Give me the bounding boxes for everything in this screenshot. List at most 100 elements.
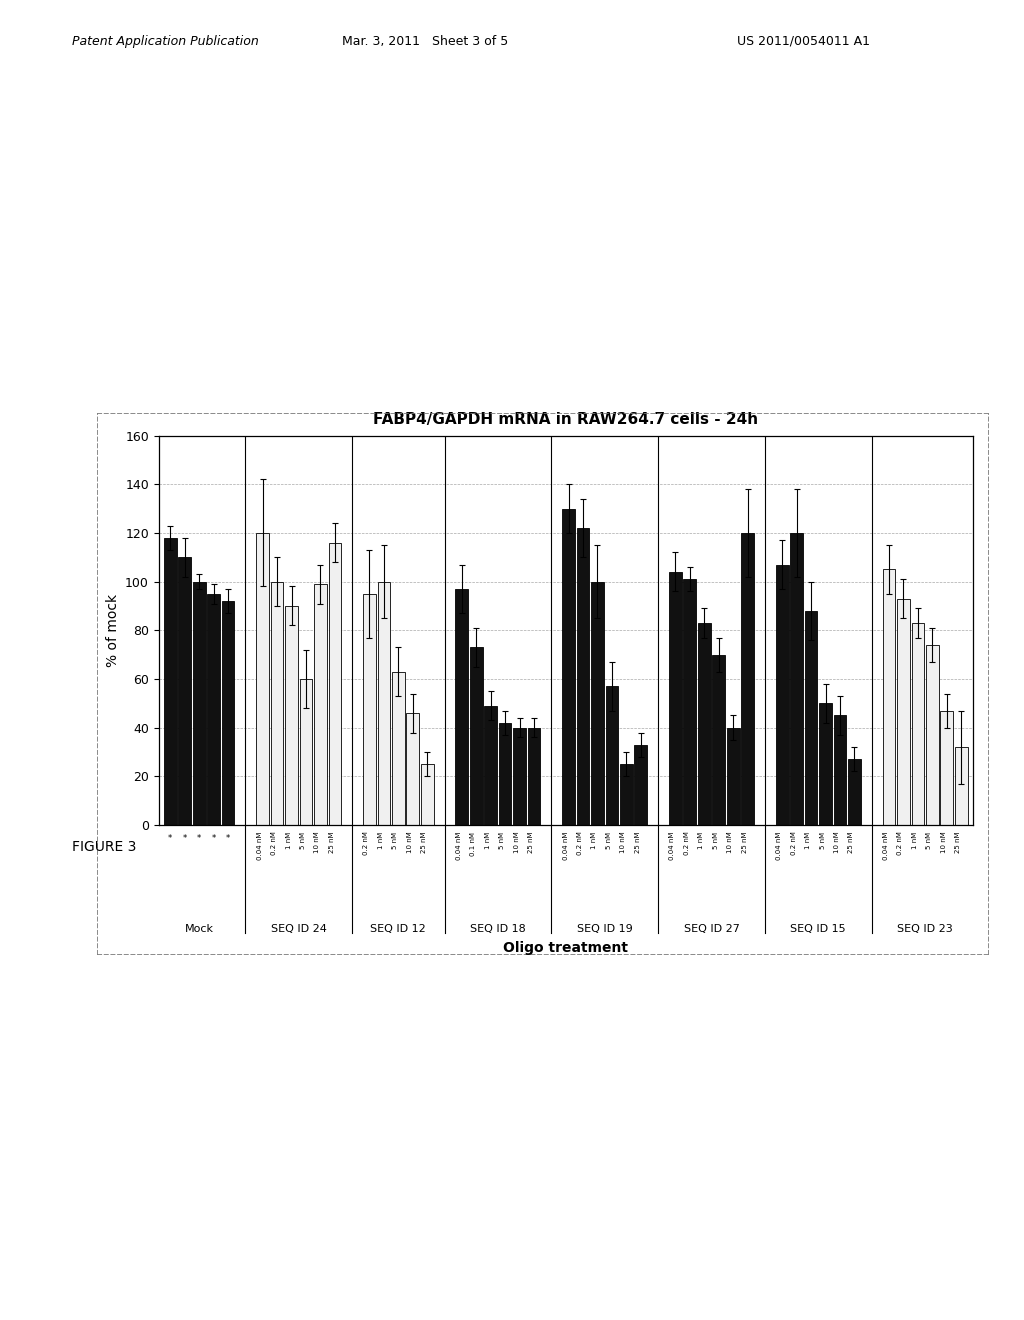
Text: 1 nM: 1 nM	[592, 832, 597, 849]
Bar	[954, 747, 968, 825]
Text: 25 nM: 25 nM	[849, 832, 854, 853]
Text: 10 nM: 10 nM	[727, 832, 733, 853]
Text: SEQ ID 27: SEQ ID 27	[684, 924, 739, 935]
Text: 5 nM: 5 nM	[499, 832, 505, 849]
Bar	[421, 764, 433, 825]
Bar	[300, 678, 312, 825]
Bar	[256, 533, 269, 825]
Text: 5 nM: 5 nM	[713, 832, 719, 849]
Bar	[270, 582, 284, 825]
Bar	[819, 704, 831, 825]
Text: *: *	[168, 834, 172, 843]
Text: SEQ ID 18: SEQ ID 18	[470, 924, 525, 935]
Text: 25 nM: 25 nM	[329, 832, 335, 853]
Bar	[470, 647, 482, 825]
Bar	[698, 623, 711, 825]
Bar	[741, 533, 754, 825]
Text: 0.2 nM: 0.2 nM	[271, 832, 278, 855]
Text: SEQ ID 12: SEQ ID 12	[371, 924, 426, 935]
Bar	[776, 565, 788, 825]
Text: 5 nM: 5 nM	[927, 832, 932, 849]
Text: 10 nM: 10 nM	[314, 832, 321, 853]
Text: 25 nM: 25 nM	[955, 832, 962, 853]
Bar	[527, 727, 541, 825]
Text: 10 nM: 10 nM	[514, 832, 519, 853]
Text: SEQ ID 24: SEQ ID 24	[270, 924, 327, 935]
Text: Oligo treatment: Oligo treatment	[503, 941, 629, 956]
Bar	[591, 582, 604, 825]
Bar	[407, 713, 419, 825]
Bar	[222, 601, 234, 825]
Text: SEQ ID 19: SEQ ID 19	[577, 924, 633, 935]
Y-axis label: % of mock: % of mock	[105, 594, 120, 667]
Text: *: *	[212, 834, 216, 843]
Bar	[926, 645, 939, 825]
Text: *: *	[226, 834, 230, 843]
Text: 1 nM: 1 nM	[805, 832, 811, 849]
Bar	[713, 655, 725, 825]
Text: 1 nM: 1 nM	[286, 832, 292, 849]
Bar	[499, 723, 512, 825]
Bar	[207, 594, 220, 825]
Text: 0.2 nM: 0.2 nM	[364, 832, 370, 855]
Bar	[940, 710, 953, 825]
Text: US 2011/0054011 A1: US 2011/0054011 A1	[737, 34, 870, 48]
Text: 5 nM: 5 nM	[300, 832, 306, 849]
Text: 25 nM: 25 nM	[528, 832, 535, 853]
Text: *: *	[182, 834, 186, 843]
Bar	[378, 582, 390, 825]
Bar	[911, 623, 925, 825]
Text: 25 nM: 25 nM	[635, 832, 641, 853]
Text: 1 nM: 1 nM	[698, 832, 705, 849]
Text: 0.04 nM: 0.04 nM	[776, 832, 782, 859]
Text: 0.04 nM: 0.04 nM	[257, 832, 262, 859]
Bar	[620, 764, 633, 825]
Text: SEQ ID 23: SEQ ID 23	[897, 924, 953, 935]
Text: 10 nM: 10 nM	[621, 832, 627, 853]
Bar	[727, 727, 739, 825]
Bar	[285, 606, 298, 825]
Bar	[883, 569, 895, 825]
Text: 1 nM: 1 nM	[912, 832, 918, 849]
Bar	[605, 686, 618, 825]
Text: FIGURE 3: FIGURE 3	[72, 841, 136, 854]
Bar	[577, 528, 590, 825]
Bar	[562, 508, 574, 825]
Bar	[791, 533, 803, 825]
Text: Patent Application Publication: Patent Application Publication	[72, 34, 258, 48]
Bar	[834, 715, 847, 825]
Text: 0.1 nM: 0.1 nM	[470, 832, 476, 855]
Text: 0.2 nM: 0.2 nM	[684, 832, 690, 855]
Text: 0.2 nM: 0.2 nM	[791, 832, 797, 855]
Bar	[364, 594, 376, 825]
Text: 0.04 nM: 0.04 nM	[883, 832, 889, 859]
Text: 10 nM: 10 nM	[834, 832, 840, 853]
Bar	[178, 557, 191, 825]
Bar	[329, 543, 341, 825]
Text: 10 nM: 10 nM	[941, 832, 947, 853]
Bar	[805, 611, 817, 825]
Bar	[392, 672, 404, 825]
Text: 0.04 nM: 0.04 nM	[456, 832, 462, 859]
Text: 5 nM: 5 nM	[819, 832, 825, 849]
Text: Mar. 3, 2011   Sheet 3 of 5: Mar. 3, 2011 Sheet 3 of 5	[342, 34, 508, 48]
Title: FABP4/GAPDH mRNA in RAW264.7 cells - 24h: FABP4/GAPDH mRNA in RAW264.7 cells - 24h	[373, 412, 759, 428]
Text: 0.2 nM: 0.2 nM	[897, 832, 903, 855]
Text: 0.2 nM: 0.2 nM	[578, 832, 583, 855]
Bar	[193, 582, 206, 825]
Text: 5 nM: 5 nM	[392, 832, 398, 849]
Text: SEQ ID 15: SEQ ID 15	[791, 924, 846, 935]
Text: *: *	[197, 834, 202, 843]
Text: 0.04 nM: 0.04 nM	[562, 832, 568, 859]
Text: 1 nM: 1 nM	[378, 832, 384, 849]
Bar	[683, 579, 696, 825]
Text: 0.04 nM: 0.04 nM	[670, 832, 676, 859]
Text: 1 nM: 1 nM	[484, 832, 490, 849]
Text: 25 nM: 25 nM	[421, 832, 427, 853]
Bar	[314, 583, 327, 825]
Text: Mock: Mock	[184, 924, 214, 935]
Bar	[669, 572, 682, 825]
Text: 5 nM: 5 nM	[606, 832, 612, 849]
Bar	[897, 599, 909, 825]
Bar	[484, 706, 497, 825]
